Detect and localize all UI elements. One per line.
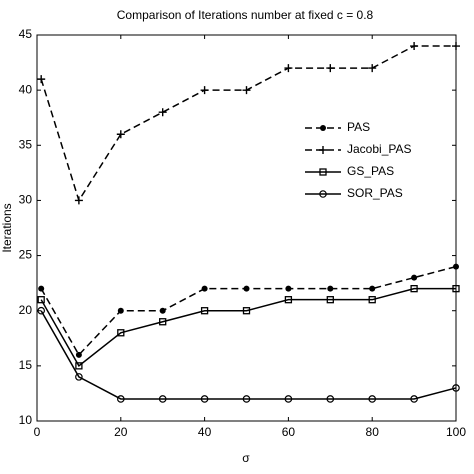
legend-label: GS_PAS — [347, 164, 394, 178]
y-tick-label: 25 — [19, 248, 33, 262]
x-axis-label: σ — [242, 451, 250, 465]
marker — [37, 306, 45, 315]
series-line — [40, 310, 457, 400]
marker — [158, 395, 167, 403]
marker — [320, 125, 326, 131]
marker — [452, 384, 460, 392]
marker — [284, 64, 293, 73]
marker — [117, 395, 125, 403]
marker — [75, 362, 83, 370]
marker — [117, 329, 125, 337]
marker — [284, 395, 293, 403]
y-tick-label: 10 — [19, 413, 33, 427]
marker — [326, 395, 335, 403]
marker — [159, 307, 166, 314]
marker — [319, 168, 327, 176]
x-tick-label: 100 — [446, 425, 466, 439]
marker — [326, 296, 334, 304]
y-tick-label: 15 — [19, 358, 33, 372]
marker — [453, 263, 459, 270]
series-line — [40, 287, 456, 367]
marker — [410, 395, 418, 403]
y-tick-label: 20 — [19, 303, 33, 317]
marker — [368, 296, 376, 304]
plot-frame — [36, 34, 457, 422]
marker — [159, 318, 167, 326]
y-tick-label: 45 — [19, 27, 33, 41]
marker — [38, 285, 45, 292]
marker — [201, 285, 208, 292]
marker — [200, 307, 209, 315]
marker — [242, 395, 251, 403]
legend-label: Jacobi_PAS — [347, 142, 411, 156]
marker — [284, 296, 293, 304]
y-axis-label: Iterations — [0, 203, 14, 252]
y-tick-label: 35 — [19, 137, 33, 151]
marker — [74, 196, 83, 205]
marker — [327, 285, 334, 292]
marker — [368, 395, 377, 403]
marker — [243, 285, 250, 292]
marker — [200, 395, 209, 403]
y-tick-label: 40 — [19, 82, 33, 96]
marker — [410, 42, 419, 51]
marker — [242, 307, 251, 315]
marker — [75, 351, 82, 358]
marker — [37, 296, 45, 304]
marker — [242, 86, 251, 95]
legend-label: SOR_PAS — [347, 186, 403, 200]
x-tick-label: 60 — [282, 425, 296, 439]
x-tick-label: 20 — [114, 425, 128, 439]
marker — [37, 75, 46, 84]
marker — [116, 130, 125, 139]
marker — [326, 64, 335, 73]
marker — [158, 108, 167, 117]
x-tick-label: 80 — [366, 425, 380, 439]
marker — [452, 285, 460, 293]
marker — [117, 307, 124, 314]
marker — [319, 146, 327, 154]
legend-box — [300, 116, 428, 208]
x-tick-label: 40 — [198, 425, 212, 439]
chart-title: Comparison of Iterations number at fixed… — [117, 8, 374, 22]
marker — [410, 285, 418, 293]
x-tick-label: 0 — [34, 425, 41, 439]
marker — [452, 42, 460, 51]
marker — [285, 285, 292, 292]
marker — [411, 274, 418, 281]
marker — [319, 190, 327, 198]
marker — [75, 373, 83, 381]
y-tick-label: 30 — [19, 193, 33, 207]
marker — [369, 285, 376, 292]
marker — [200, 86, 209, 95]
legend-label: PAS — [347, 120, 370, 134]
marker — [368, 64, 377, 73]
